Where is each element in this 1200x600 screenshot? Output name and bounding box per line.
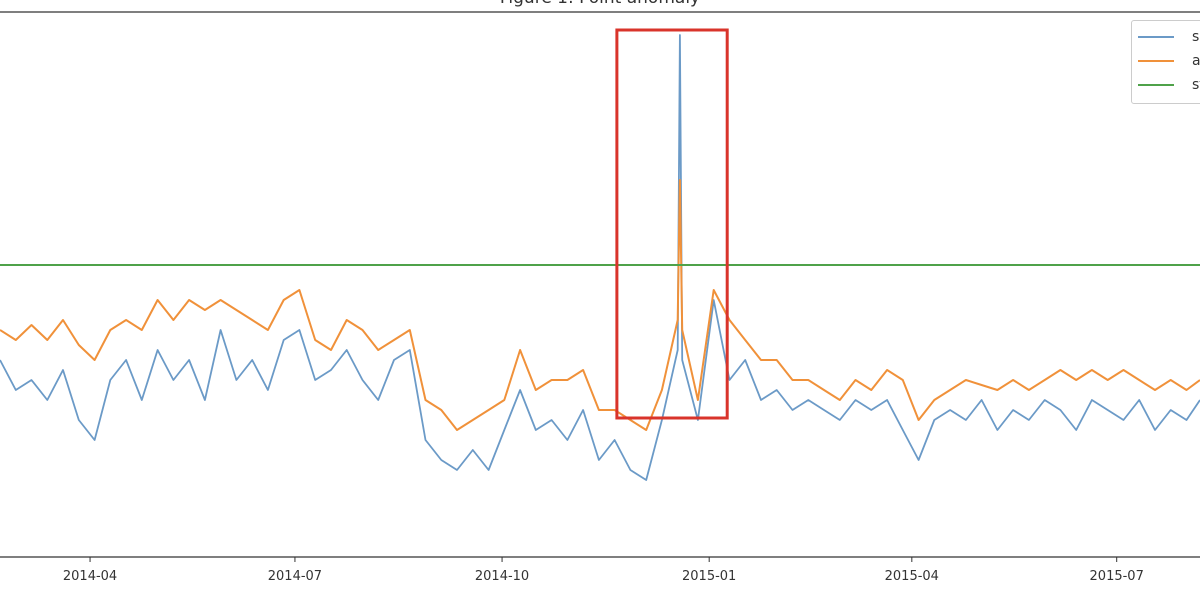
legend-swatch	[1138, 60, 1174, 62]
x-tick-label: 2015-07	[1090, 569, 1144, 584]
legend-item-se: se	[1132, 27, 1200, 47]
legend-item-st: st	[1132, 75, 1200, 95]
x-tick-label: 2014-10	[475, 569, 529, 584]
x-tick-label: 2015-04	[885, 569, 939, 584]
legend: se an st	[1131, 20, 1200, 104]
legend-label: st	[1192, 77, 1200, 93]
x-tick-label: 2014-04	[63, 569, 117, 584]
x-tick-label: 2015-01	[682, 569, 736, 584]
legend-label: an	[1192, 53, 1200, 69]
series-line-se	[0, 34, 1200, 481]
x-tick-label: 2014-07	[268, 569, 322, 584]
legend-label: se	[1192, 29, 1200, 45]
chart-title: Figure 1: Point anomaly	[0, 0, 1200, 8]
legend-item-an: an	[1132, 51, 1200, 71]
legend-swatch	[1138, 84, 1174, 86]
series-line-an	[0, 179, 1200, 431]
legend-swatch	[1138, 36, 1174, 38]
anomaly-highlight-box	[615, 28, 729, 420]
